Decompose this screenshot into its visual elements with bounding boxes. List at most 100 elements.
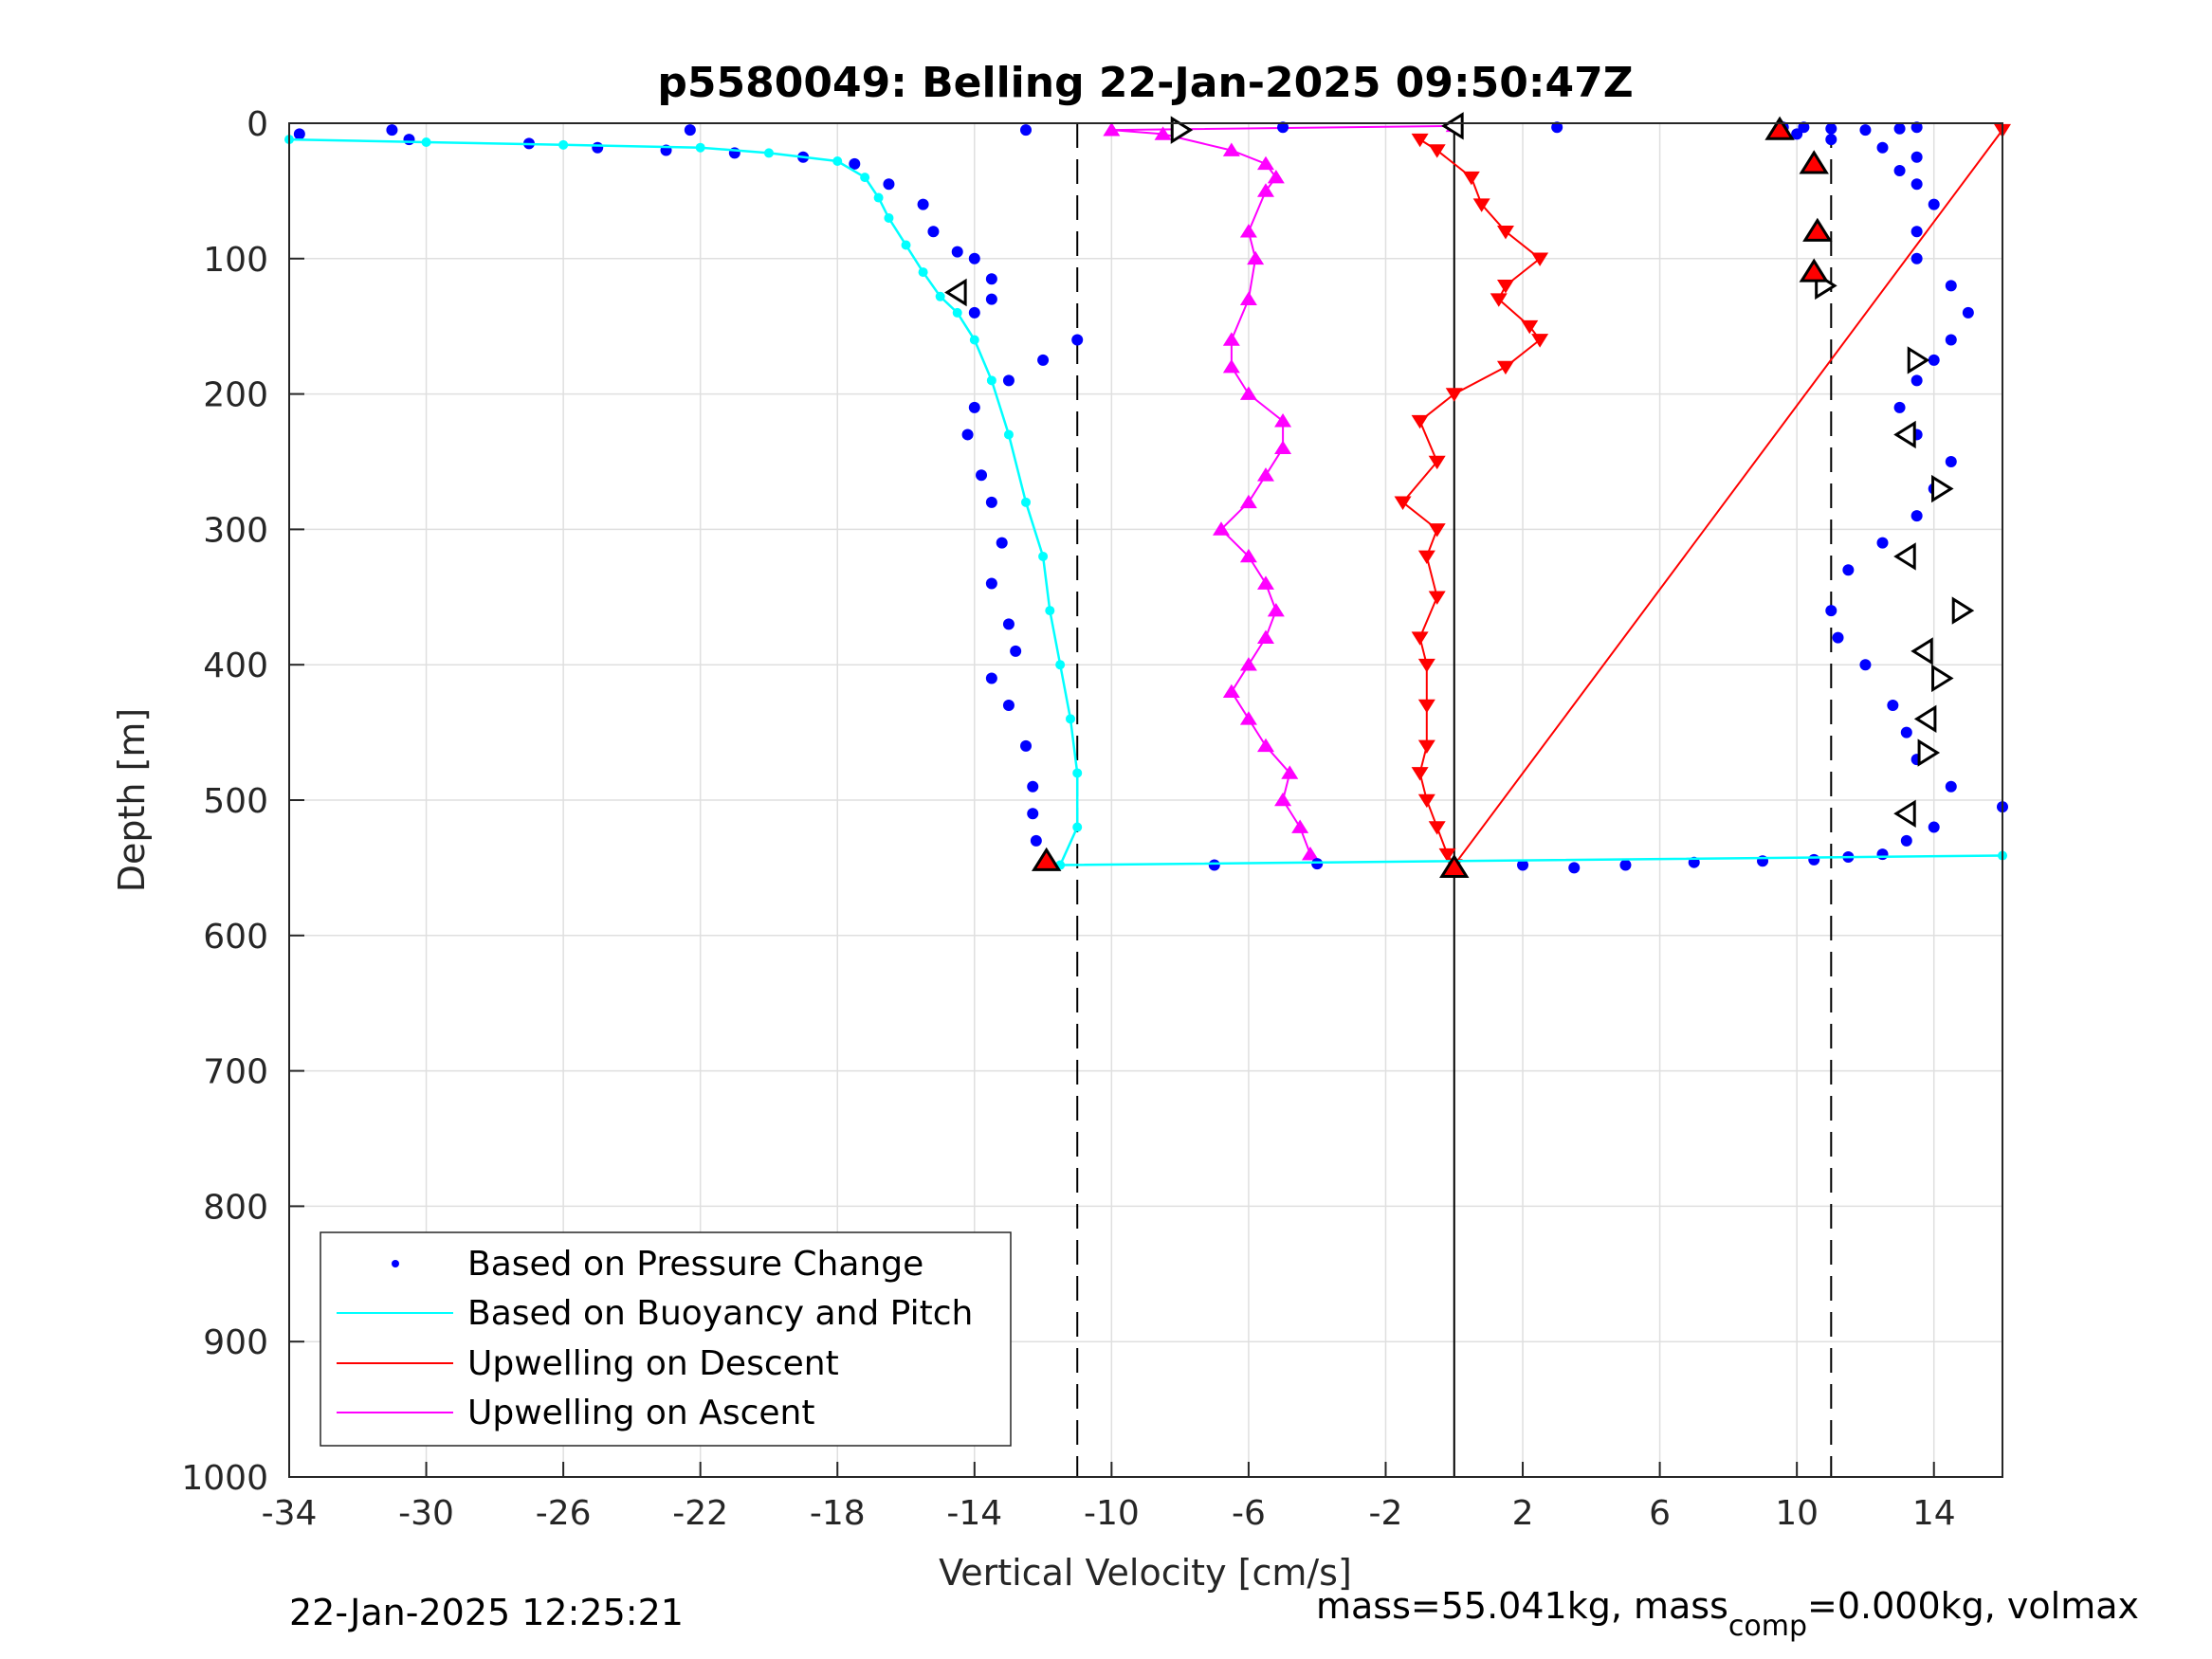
pressure-descent-point xyxy=(1010,645,1022,657)
buoyancy-pitch-point xyxy=(935,291,945,301)
pressure-ascent-point xyxy=(1832,631,1844,644)
pitch-marker xyxy=(1170,116,1194,144)
pressure-descent-point xyxy=(927,226,940,238)
upwelling-descent-point xyxy=(1428,821,1446,835)
upwelling-ascent-point xyxy=(1239,548,1257,563)
upwelling-ascent-point xyxy=(1239,224,1257,238)
y-tick-label: 0 xyxy=(247,105,268,144)
pitch-marker xyxy=(1441,112,1464,140)
pressure-ascent-point xyxy=(1962,306,1974,319)
footer-mass: mass=55.041kg, masscomp=0.000kg, volmax xyxy=(1316,1585,2139,1643)
buoyancy-pitch-point xyxy=(918,267,928,278)
buoyancy-pitch-point xyxy=(763,148,774,158)
pressure-ascent-point xyxy=(1517,859,1529,871)
pressure-descent-point xyxy=(961,428,974,441)
buoyancy-pitch-point xyxy=(1072,822,1083,832)
upwelling-descent-point xyxy=(1411,414,1429,429)
upwelling-descent-point xyxy=(1411,631,1429,646)
x-tick-label: -26 xyxy=(536,1494,592,1533)
upwelling-ascent-point xyxy=(1239,494,1257,509)
legend-box xyxy=(320,1231,1012,1447)
upwelling-descent-point xyxy=(1496,360,1514,375)
y-tick-label: 600 xyxy=(203,918,268,957)
x-tick-label: 2 xyxy=(1512,1494,1534,1533)
upwelling-ascent-point xyxy=(1103,122,1121,137)
y-tick-label: 800 xyxy=(203,1188,268,1227)
pressure-descent-point xyxy=(968,306,980,319)
pressure-descent-point xyxy=(1002,700,1015,712)
pressure-descent-point xyxy=(968,401,980,413)
pressure-ascent-point xyxy=(1910,252,1923,264)
pressure-ascent-point xyxy=(1825,605,1837,617)
upwelling-descent-point xyxy=(1496,280,1514,294)
pitch-marker xyxy=(1913,704,1937,734)
buoyancy-pitch-point xyxy=(969,335,979,345)
upwelling-descent-point xyxy=(1531,334,1549,348)
pressure-ascent-point xyxy=(1876,141,1889,154)
pressure-ascent-point xyxy=(1825,122,1837,135)
upwelling-descent-point xyxy=(1445,388,1463,402)
pressure-descent-point xyxy=(386,124,398,137)
x-tick-label: -22 xyxy=(672,1494,728,1533)
upwelling-ascent-point xyxy=(1256,629,1274,644)
upwelling-ascent-point xyxy=(1281,765,1299,779)
pressure-descent-point xyxy=(1002,618,1015,630)
buoyancy-pitch-point xyxy=(873,192,884,203)
pressure-ascent-point xyxy=(1859,124,1872,137)
ticks: -34 -30 -26 -22 -18 -14 -10 -6 -2 2 6 10 14010020030… xyxy=(181,105,1955,1533)
buoyancy-pitch-point xyxy=(421,137,431,147)
upwelling-descent-point xyxy=(1411,767,1429,781)
pressure-ascent-point xyxy=(1020,124,1033,137)
pressure-descent-point xyxy=(592,141,604,154)
y-tick-label: 200 xyxy=(203,376,268,415)
upwelling-descent-point xyxy=(1428,591,1446,605)
pitch-marker xyxy=(1931,474,1954,503)
legend-label-upwelling-ascent: Upwelling on Ascent xyxy=(467,1394,814,1432)
pressure-descent-point xyxy=(985,293,997,305)
upwelling-ascent-point xyxy=(1239,291,1257,305)
pitch-marker xyxy=(1931,664,1954,693)
pressure-ascent-point xyxy=(1945,780,1957,793)
upwelling-ascent-point xyxy=(1291,819,1309,833)
red-marker xyxy=(1439,853,1470,878)
upwelling-ascent-point xyxy=(1301,847,1319,861)
y-tick-label: 400 xyxy=(203,647,268,685)
y-tick-label: 700 xyxy=(203,1053,268,1092)
pressure-descent-point xyxy=(968,252,980,264)
chart-title: p5580049: Belling 22-Jan-2025 09:50:47Z xyxy=(657,59,1633,107)
upwelling-ascent-point xyxy=(1239,386,1257,400)
upwelling-descent-point xyxy=(1428,455,1446,470)
pitch-marker xyxy=(1917,738,1941,767)
pressure-ascent-point xyxy=(1887,700,1899,712)
pressure-ascent-point xyxy=(1277,121,1289,134)
pressure-descent-point xyxy=(849,157,861,170)
pressure-ascent-point xyxy=(1910,151,1923,163)
buoyancy-pitch-point xyxy=(558,139,569,150)
pressure-descent-point xyxy=(684,124,696,137)
footer-mass-text: mass=55.041kg, mass xyxy=(1316,1585,1728,1627)
buoyancy-pitch-point xyxy=(884,212,894,223)
buoyancy-pitch-point xyxy=(1021,497,1032,507)
x-tick-label: 6 xyxy=(1649,1494,1671,1533)
pressure-ascent-point xyxy=(1798,121,1810,134)
pressure-descent-point xyxy=(985,273,997,285)
upwelling-ascent-point xyxy=(1154,126,1172,140)
upwelling-ascent-point xyxy=(1239,657,1257,671)
upwelling-ascent-point xyxy=(1256,467,1274,482)
pressure-ascent-point xyxy=(1568,862,1581,874)
pressure-descent-point xyxy=(976,469,988,482)
upwelling-descent-point xyxy=(1417,739,1435,754)
pressure-ascent-point xyxy=(1928,198,1940,210)
buoyancy-pitch-point xyxy=(986,375,996,386)
upwelling-ascent-point xyxy=(1267,602,1285,617)
upwelling-descent-point xyxy=(1496,225,1514,240)
x-tick-label: -2 xyxy=(1369,1494,1403,1533)
pressure-ascent-point xyxy=(1945,280,1957,292)
x-tick-label: -18 xyxy=(810,1494,866,1533)
pressure-ascent-point xyxy=(1208,859,1220,871)
buoyancy-pitch-point xyxy=(860,173,870,183)
y-axis-label: Depth [m] xyxy=(111,708,153,893)
y-tick-label: 900 xyxy=(203,1323,268,1362)
pitch-marker xyxy=(1907,346,1930,374)
